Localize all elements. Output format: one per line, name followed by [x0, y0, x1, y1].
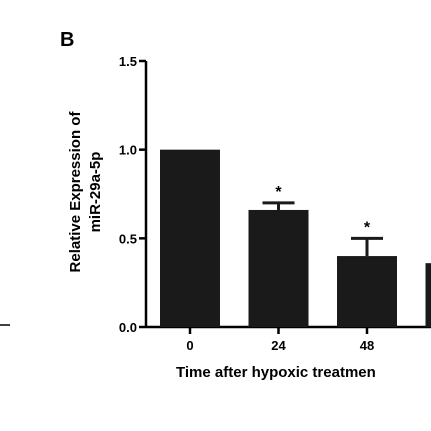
x-tick-label: 48 — [360, 338, 374, 353]
y-tick-label: 0.5 — [119, 231, 137, 246]
significance-markers: ** — [275, 184, 371, 236]
bar — [160, 149, 220, 327]
significance-marker: * — [364, 219, 371, 236]
x-axis-title: Time after hypoxic treatmen — [176, 364, 376, 381]
bar — [425, 263, 431, 327]
y-axis-title-line-2: miR-29a-5p — [87, 152, 104, 233]
x-tick-label: 24 — [271, 338, 286, 353]
bars — [160, 149, 431, 327]
y-axis-title-line-1: Relative Expression of — [67, 111, 84, 273]
y-tick-label: 1.5 — [119, 54, 137, 69]
y-tick-label: 0.0 — [119, 320, 137, 335]
y-ticks: 0.0 0.5 1.0 1.5 — [119, 54, 146, 335]
significance-marker: * — [275, 184, 282, 201]
panel-letter: B — [60, 29, 74, 51]
bar — [337, 256, 397, 327]
error-bars — [262, 201, 383, 257]
y-tick-label: 1.0 — [119, 143, 137, 158]
x-ticks: 0 24 48 — [186, 327, 374, 353]
bar — [248, 209, 309, 327]
y-axis-title: Relative Expression of miR-29a-5p — [67, 111, 104, 273]
x-tick-label: 0 — [186, 338, 193, 353]
